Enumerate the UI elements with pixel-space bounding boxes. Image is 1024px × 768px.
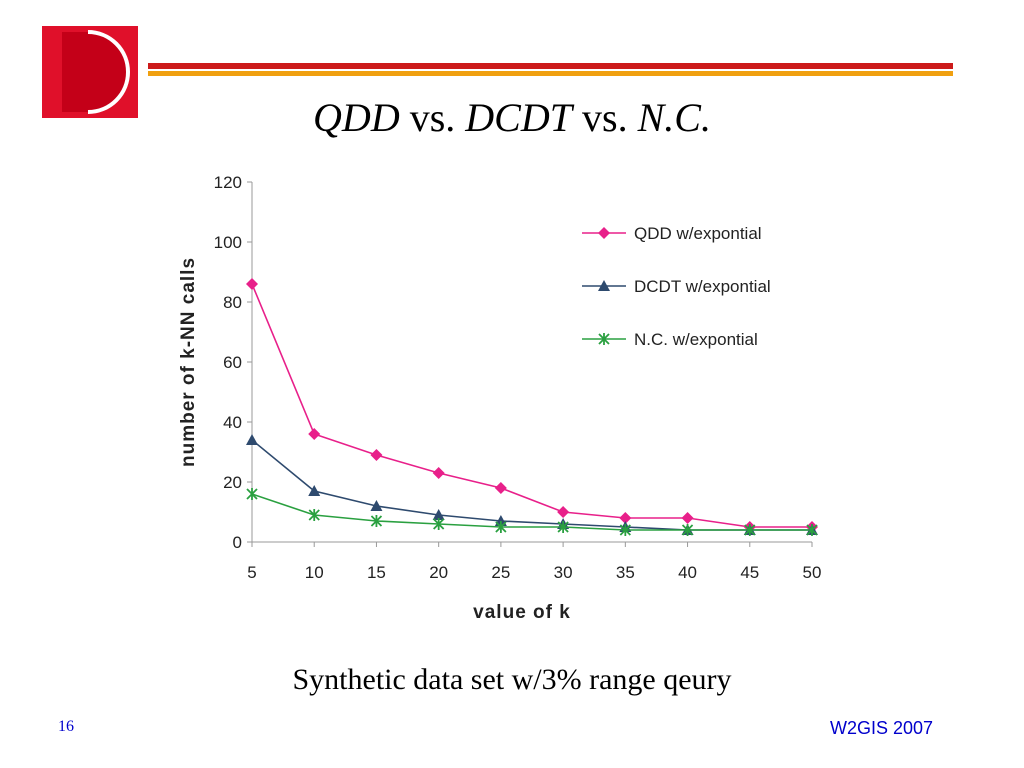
header-rule-orange [148, 71, 953, 76]
data-point-series-1 [370, 449, 383, 461]
series-line-3 [251, 493, 812, 531]
header-rule-red [148, 63, 953, 69]
slide-caption: Synthetic data set w/3% range qeury [292, 663, 732, 696]
x-tick-label: 30 [554, 563, 573, 582]
knn-calls-line-chart: 0 20 40 60 80 100 120 5 10 15 20 25 30 35 40 45 50 value … [178, 173, 822, 623]
data-point-series-3 [246, 488, 258, 500]
x-tick-label: 5 [247, 563, 256, 582]
title-qdd: QDD [313, 95, 400, 140]
data-point-series-2 [246, 434, 258, 445]
data-point-series-2 [308, 485, 321, 496]
data-point-series-3 [619, 524, 631, 536]
title-vs-1: vs. [399, 95, 466, 140]
title-vs-2: vs. [572, 95, 638, 140]
data-point-series-3 [806, 524, 818, 536]
x-tick-label: 15 [367, 563, 386, 582]
x-axis-title: value of k [473, 602, 571, 623]
title-nc: N.C. [637, 95, 711, 140]
x-tick-label: 20 [429, 563, 448, 582]
data-point-series-2 [370, 500, 383, 511]
data-point-series-3 [744, 524, 756, 536]
data-point-series-3 [495, 521, 507, 533]
y-tick-label: 80 [223, 293, 242, 312]
data-point-series-3 [557, 521, 569, 533]
series-line-1 [251, 283, 812, 528]
y-axis-title: number of k-NN calls [178, 257, 199, 467]
data-point-series-1 [681, 512, 694, 524]
footer-conference: W2GIS 2007 [830, 718, 934, 738]
x-tick-label: 35 [616, 563, 635, 582]
data-point-series-3 [681, 524, 694, 536]
legend-marker-2 [598, 280, 610, 291]
data-point-series-1 [308, 428, 321, 440]
conference-logo [42, 26, 138, 118]
data-point-series-1 [246, 278, 258, 290]
legend-label-3: N.C. w/expontial [634, 330, 758, 349]
y-tick-label: 100 [214, 233, 242, 252]
legend-label-1: QDD w/expontial [634, 224, 762, 243]
data-point-series-1 [619, 512, 632, 524]
legend-label-2: DCDT w/expontial [634, 277, 771, 296]
x-tick-label: 50 [803, 563, 822, 582]
x-tick-label: 45 [740, 563, 759, 582]
legend-marker-3 [598, 333, 610, 345]
legend-marker-1 [598, 227, 610, 239]
y-tick-label: 60 [223, 353, 242, 372]
y-tick-label: 20 [223, 473, 242, 492]
x-tick-label: 25 [491, 563, 510, 582]
slide-title: QDD vs. DCDT vs. N.C. [0, 94, 1024, 141]
title-dcdt: DCDT [465, 95, 572, 140]
data-point-series-2 [432, 509, 445, 520]
x-tick-label: 40 [678, 563, 697, 582]
data-point-series-1 [557, 506, 570, 518]
y-tick-label: 40 [223, 413, 242, 432]
data-point-series-1 [494, 482, 507, 494]
y-tick-label: 0 [233, 533, 242, 552]
data-point-series-1 [432, 467, 445, 479]
y-tick-label: 120 [214, 173, 242, 192]
data-point-series-3 [370, 515, 383, 527]
data-point-series-3 [433, 518, 445, 530]
x-tick-label: 10 [305, 563, 324, 582]
slide-number: 16 [58, 718, 74, 735]
data-point-series-3 [308, 509, 320, 521]
